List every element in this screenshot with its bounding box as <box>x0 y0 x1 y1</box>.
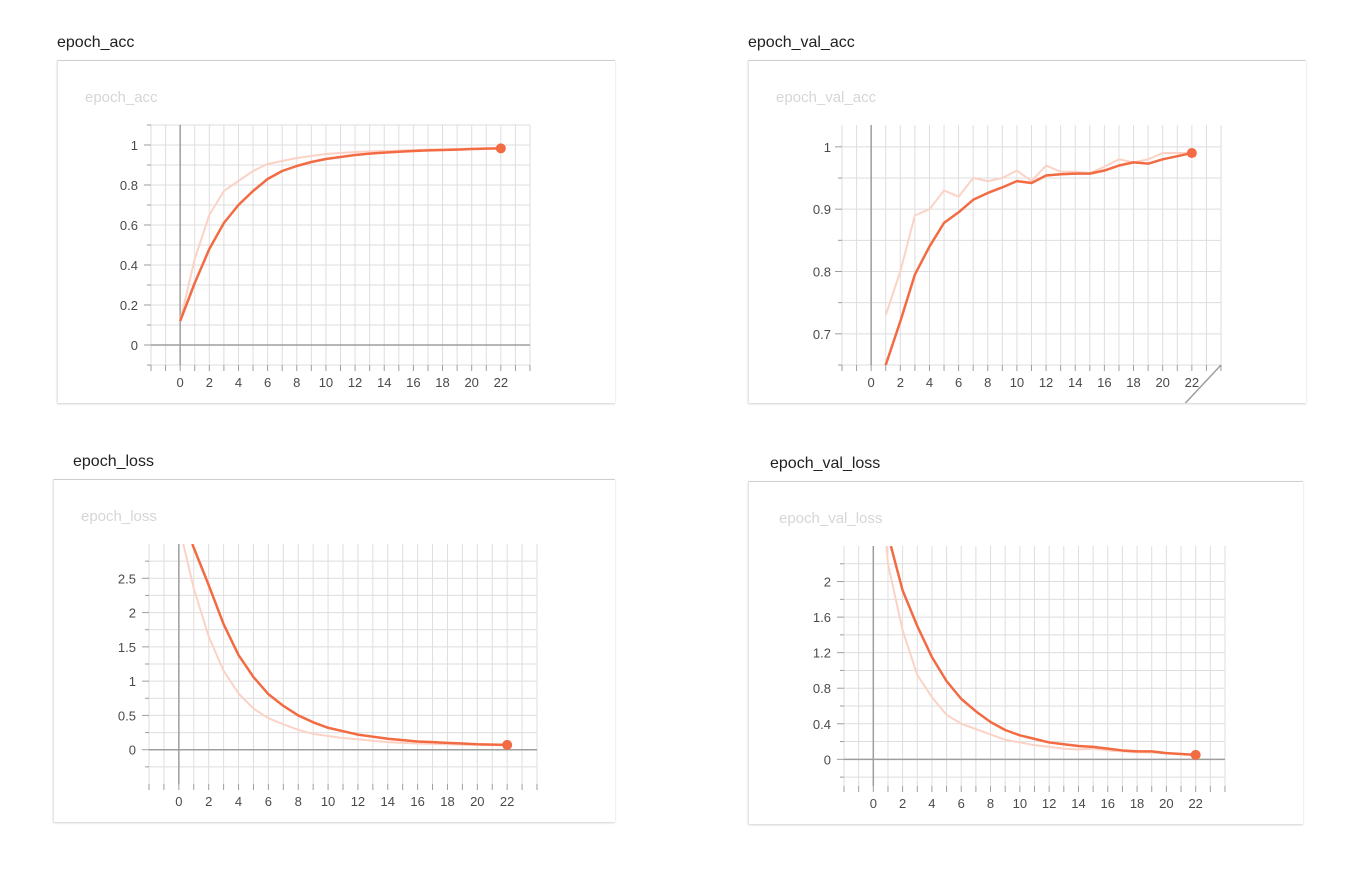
y-tick-label: 1 <box>824 140 831 155</box>
chart-title: epoch_acc <box>85 89 158 106</box>
x-tick-label: 4 <box>926 375 933 390</box>
chart-frame: epoch_loss 0 2 4 6 8 10 12 14 16 18 20 22 0 0.5 1 1.5 2 2… <box>53 479 615 822</box>
chart-frame: epoch_val_loss 0 2 4 6 8 10 12 14 16 18 20 22 0 0.4 0.… <box>748 481 1303 824</box>
x-tick-label: 6 <box>958 796 965 811</box>
y-tick-label: 0.9 <box>813 202 831 217</box>
y-tick-label: 0.4 <box>120 258 138 273</box>
x-tick-label: 22 <box>500 794 514 809</box>
x-tick-label: 10 <box>1013 796 1027 811</box>
x-tick-label: 16 <box>406 375 420 390</box>
x-tick-label: 22 <box>1188 796 1202 811</box>
last-point-marker <box>1190 749 1201 760</box>
x-tick-label: 12 <box>351 794 365 809</box>
x-tick-label: 2 <box>897 375 904 390</box>
chart-plot: 0 2 4 6 8 10 12 14 16 18 20 22 0 0.4 0.8 1.2 1.6 2 <box>813 546 1226 811</box>
card-heading: epoch_val_loss <box>770 455 881 472</box>
chart-frame: epoch_acc 0 2 4 6 8 10 12 14 16 18 20 22 0 0.2 0.4 0.6 0… <box>57 60 615 403</box>
x-tick-label: 18 <box>440 794 454 809</box>
x-tick-label: 4 <box>928 796 935 811</box>
x-tick-label: 8 <box>987 796 994 811</box>
x-tick-label: 6 <box>955 375 962 390</box>
x-tick-label: 10 <box>319 375 333 390</box>
x-tick-label: 6 <box>264 375 271 390</box>
raw-series-line <box>182 544 508 747</box>
x-tick-label: 8 <box>295 794 302 809</box>
y-tick-label: 0.8 <box>813 681 831 696</box>
y-tick-label: 0.8 <box>813 264 831 279</box>
x-tick-label: 0 <box>870 796 877 811</box>
x-tick-label: 16 <box>1101 796 1115 811</box>
y-tick-label: 2 <box>129 606 136 621</box>
last-point-marker <box>495 143 506 154</box>
x-tick-label: 16 <box>1097 375 1111 390</box>
x-tick-label: 0 <box>175 794 182 809</box>
x-tick-label: 2 <box>206 375 213 390</box>
card-heading: epoch_acc <box>57 34 135 51</box>
x-tick-label: 14 <box>1068 375 1082 390</box>
y-tick-label: 1 <box>129 674 136 689</box>
chart-title: epoch_loss <box>81 508 157 525</box>
y-tick-label: 0.7 <box>813 327 831 342</box>
x-tick-label: 18 <box>1130 796 1144 811</box>
x-tick-label: 6 <box>265 794 272 809</box>
y-tick-label: 1.5 <box>118 640 136 655</box>
x-tick-label: 8 <box>293 375 300 390</box>
y-tick-label: 1.2 <box>813 646 831 661</box>
x-tick-label: 20 <box>470 794 484 809</box>
x-tick-label: 18 <box>435 375 449 390</box>
chart-frame: epoch_val_acc 0 2 4 6 8 10 12 14 16 18 20 22 0.7 0.8 0… <box>748 60 1306 403</box>
y-tick-label: 2.5 <box>118 571 136 586</box>
y-tick-label: 0.6 <box>120 218 138 233</box>
chart-plot: 0 2 4 6 8 10 12 14 16 18 20 22 0 0.2 0.4 0.6 0.8 1 <box>120 124 531 390</box>
y-tick-label: 1.6 <box>813 610 831 625</box>
x-tick-label: 22 <box>1185 375 1199 390</box>
x-tick-label: 18 <box>1126 375 1140 390</box>
y-tick-label: 0.8 <box>120 178 138 193</box>
x-tick-label: 2 <box>205 794 212 809</box>
x-tick-label: 4 <box>235 375 242 390</box>
x-tick-label: 20 <box>1155 375 1169 390</box>
raw-series-line <box>884 152 1192 316</box>
y-tick-label: 0.4 <box>813 717 831 732</box>
y-tick-label: 0.5 <box>118 708 136 723</box>
x-tick-label: 0 <box>177 375 184 390</box>
y-tick-label: 0 <box>129 743 136 758</box>
x-tick-label: 14 <box>1071 796 1085 811</box>
x-tick-label: 20 <box>1159 796 1173 811</box>
x-tick-label: 8 <box>984 375 991 390</box>
x-tick-label: 12 <box>1042 796 1056 811</box>
last-point-marker <box>502 739 513 750</box>
chart-title: epoch_val_acc <box>776 89 877 106</box>
smoothed-series-line <box>178 147 501 322</box>
x-tick-label: 2 <box>899 796 906 811</box>
chart-plot: 0 2 4 6 8 10 12 14 16 18 20 22 0.7 0.8 0.9 1 <box>813 125 1222 403</box>
card-heading: epoch_val_acc <box>748 34 855 51</box>
y-tick-label: 0 <box>824 752 831 767</box>
x-tick-label: 4 <box>235 794 242 809</box>
x-tick-label: 10 <box>321 794 335 809</box>
smoothed-series-line <box>889 546 1196 757</box>
x-tick-label: 12 <box>348 375 362 390</box>
x-tick-label: 22 <box>494 375 508 390</box>
x-tick-label: 10 <box>1010 375 1024 390</box>
x-tick-label: 16 <box>410 794 424 809</box>
x-tick-label: 20 <box>464 375 478 390</box>
card-heading: epoch_loss <box>73 453 154 470</box>
x-tick-label: 14 <box>381 794 395 809</box>
chart-title: epoch_val_loss <box>779 510 883 527</box>
y-tick-label: 0.2 <box>120 298 138 313</box>
smoothed-series-line <box>191 544 508 747</box>
last-point-marker <box>1186 148 1197 159</box>
x-tick-label: 12 <box>1039 375 1053 390</box>
y-tick-label: 1 <box>131 138 138 153</box>
smoothed-series-line <box>884 151 1193 365</box>
x-tick-label: 14 <box>377 375 391 390</box>
y-tick-label: 2 <box>824 575 831 590</box>
chart-plot: 0 2 4 6 8 10 12 14 16 18 20 22 0 0.5 1 1.5 2 2.5 <box>118 544 538 809</box>
y-tick-label: 0 <box>131 338 138 353</box>
x-tick-label: 0 <box>868 375 875 390</box>
